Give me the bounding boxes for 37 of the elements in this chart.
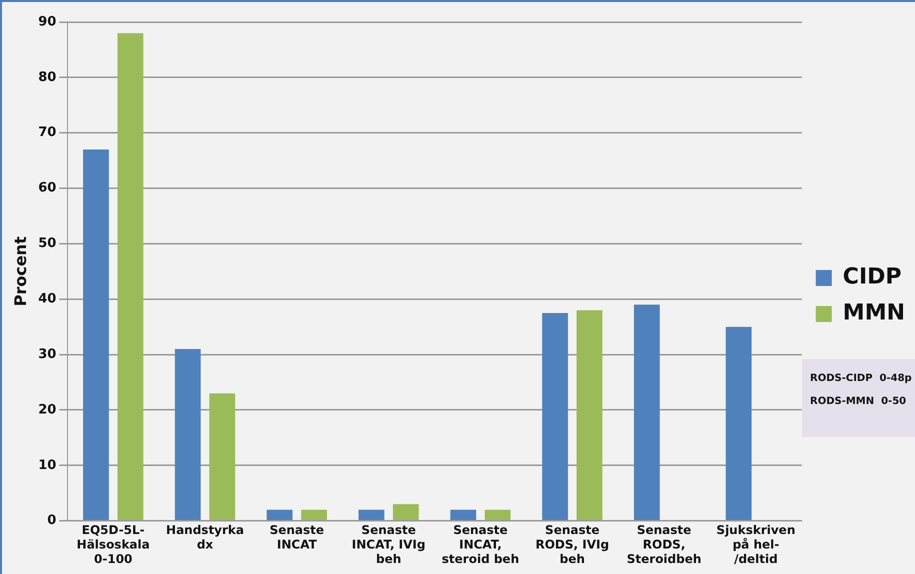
y-tick-label: 90 (38, 14, 56, 30)
bar (358, 510, 384, 520)
bar (301, 510, 327, 520)
x-tick-label: Senaste INCAT, IVIg beh (352, 523, 426, 566)
legend-label: MMN (842, 300, 906, 326)
bar (209, 393, 236, 520)
x-tick-label: Senaste INCAT (270, 523, 324, 552)
y-tick-label: 0 (47, 513, 56, 528)
x-tick-label: Senaste RODS, Steroidbeh (626, 523, 702, 566)
y-tick-label: 60 (38, 180, 56, 196)
y-tick-label: 50 (38, 236, 56, 252)
text: RODS-MMN 0-50 (810, 396, 908, 407)
x-tick-label: EQ5D-5L-Hälsoskala 0-100 (76, 523, 150, 566)
y-tick-label: 40 (38, 291, 56, 306)
x-tick-label: Handstyrka dx (166, 523, 244, 552)
bar (576, 310, 602, 520)
bar (83, 149, 109, 520)
y-axis-title: Procent (10, 236, 30, 306)
bar (174, 348, 201, 520)
bar (392, 504, 419, 520)
bar (726, 326, 752, 520)
x-tick-label: Senaste RODS, IVIg beh (535, 523, 610, 566)
bar (266, 510, 293, 520)
y-tick-label: 20 (38, 402, 56, 418)
bar (484, 510, 511, 520)
bar (118, 33, 144, 520)
x-tick-label: Senaste INCAT, steroid beh (442, 523, 520, 566)
y-tick-label: 70 (38, 125, 56, 140)
legend-label: CIDP (842, 264, 902, 290)
bar (542, 312, 568, 520)
text: RODS-CIDP 0-48p (810, 373, 913, 384)
y-tick-label: 30 (38, 346, 56, 362)
x-tick-label: Sjukskriven på hel-/deltid (716, 523, 796, 566)
bar (634, 304, 660, 520)
y-tick-label: 80 (38, 70, 56, 85)
bar (450, 510, 476, 520)
y-tick-label: 10 (38, 458, 56, 473)
